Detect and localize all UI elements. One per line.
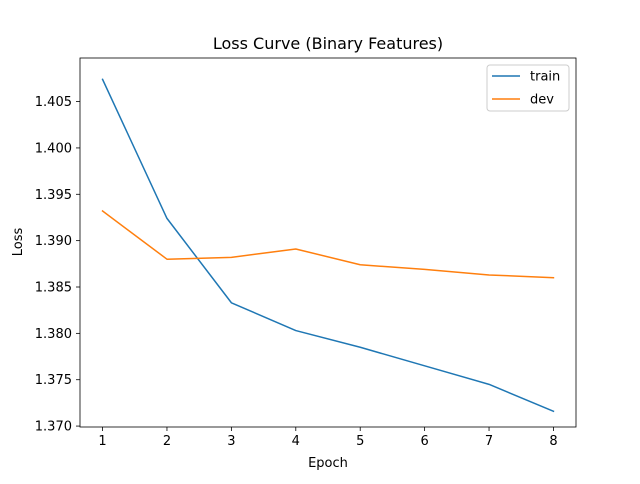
y-tick-label: 1.380 xyxy=(35,327,72,342)
y-tick-label: 1.400 xyxy=(35,141,72,156)
x-tick-label: 3 xyxy=(227,434,235,449)
x-tick-label: 5 xyxy=(356,434,364,449)
y-tick-label: 1.385 xyxy=(35,281,72,296)
x-axis-label: Epoch xyxy=(308,456,348,471)
y-tick-label: 1.375 xyxy=(35,373,72,388)
x-tick-label: 2 xyxy=(163,434,171,449)
y-tick-label: 1.370 xyxy=(35,420,72,435)
y-tick-label: 1.405 xyxy=(35,95,72,110)
chart-title: Loss Curve (Binary Features) xyxy=(213,34,443,53)
x-tick-label: 7 xyxy=(485,434,493,449)
legend-label-dev: dev xyxy=(530,93,554,108)
y-axis-label: Loss xyxy=(11,228,26,257)
legend-label-train: train xyxy=(530,70,560,85)
y-tick-label: 1.395 xyxy=(35,188,72,203)
x-tick-label: 8 xyxy=(549,434,557,449)
x-tick-label: 1 xyxy=(98,434,106,449)
x-tick-label: 4 xyxy=(292,434,300,449)
x-tick-label: 6 xyxy=(420,434,428,449)
legend: train dev xyxy=(487,65,569,111)
y-tick-label: 1.390 xyxy=(35,234,72,249)
